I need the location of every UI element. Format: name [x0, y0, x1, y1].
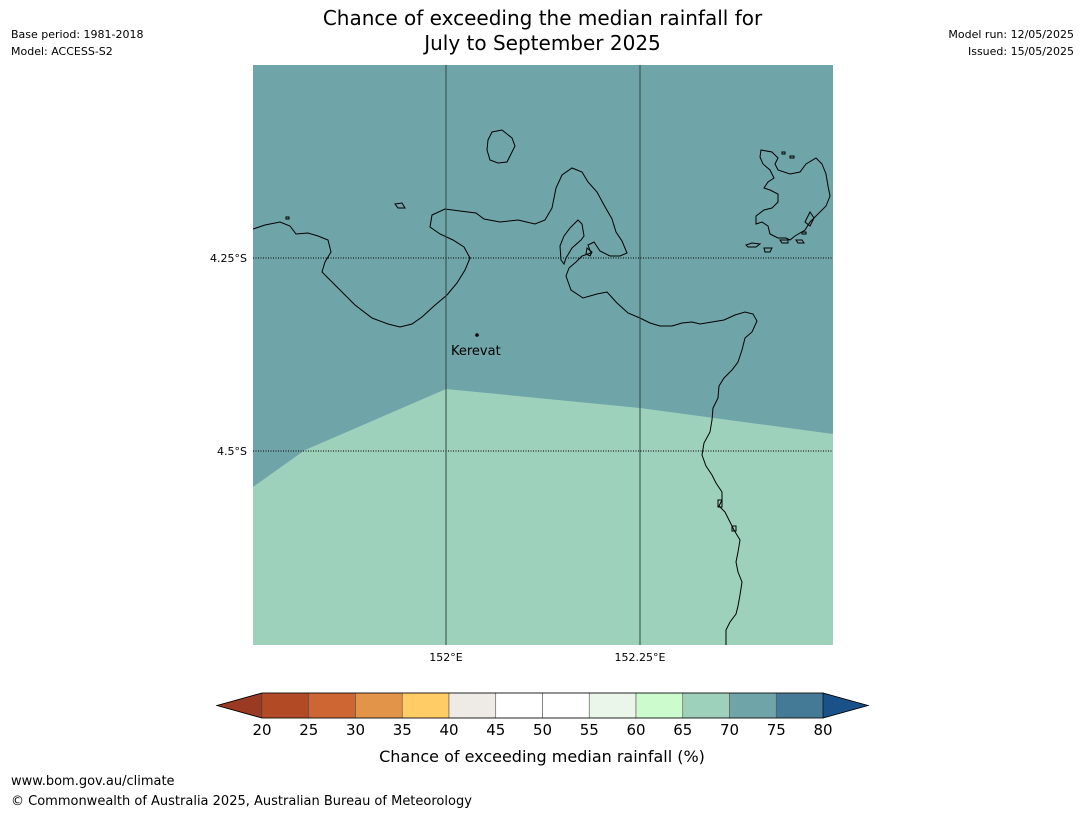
colorbar-tick-label: 80: [813, 721, 832, 739]
colorbar-segment: [308, 692, 356, 719]
title-line-1: Chance of exceeding the median rainfall …: [322, 6, 763, 30]
colorbar-tick-label: 75: [767, 721, 786, 739]
colorbar-outline: [215, 692, 870, 719]
colorbar-segment: [588, 692, 637, 719]
colorbar-tick-label: 30: [346, 721, 365, 739]
colorbar-title: Chance of exceeding median rainfall (%): [379, 747, 705, 766]
colorbar-segment: [775, 692, 824, 719]
title-line-2: July to September 2025: [424, 31, 661, 55]
colorbar-tick-label: 20: [252, 721, 271, 739]
colorbar-tick-label: 55: [580, 721, 599, 739]
lat-label-4-25: 4.25°S: [210, 252, 247, 265]
lon-label-152-25: 152.25°E: [615, 651, 666, 664]
colorbar-tick-label: 40: [439, 721, 458, 739]
coastline: [253, 129, 831, 645]
colorbar-segment: [355, 692, 403, 719]
colorbar-segment: [401, 692, 450, 719]
colorbar: 20 25 30 35 40 45 50 55 60 65 70 75 80 Chance of exc…: [215, 692, 870, 766]
graticule: [253, 65, 833, 645]
place-label: Kerevat: [451, 344, 501, 359]
colorbar-segment: [495, 692, 543, 719]
model-text: Model: ACCESS-S2: [11, 45, 113, 58]
colorbar-segment: [682, 692, 730, 719]
colorbar-segment: [261, 692, 310, 719]
colorbar-tick-label: 60: [626, 721, 645, 739]
colorbar-segment: [729, 692, 777, 719]
colorbar-tick-label: 35: [393, 721, 412, 739]
issued-text: Issued: 15/05/2025: [967, 45, 1074, 58]
colorbar-tick-label: 70: [720, 721, 739, 739]
colorbar-segment: [448, 692, 497, 719]
colorbar-tick-label: 45: [486, 721, 505, 739]
footer-url: www.bom.gov.au/climate: [11, 774, 175, 789]
colorbar-tick-label: 65: [673, 721, 692, 739]
colorbar-tick-label: 50: [533, 721, 552, 739]
colorbar-extend-low: [215, 692, 263, 719]
lat-label-4-5: 4.5°S: [217, 445, 247, 458]
footer-copyright: © Commonwealth of Australia 2025, Austra…: [11, 794, 472, 809]
map-area: Kerevat: [253, 65, 833, 645]
lon-label-152: 152°E: [429, 651, 462, 664]
probability-region-lower: [253, 389, 833, 645]
place-marker: [475, 333, 479, 337]
colorbar-segment: [635, 692, 684, 719]
meta-left: Base period: 1981-2018 Model: ACCESS-S2: [11, 26, 143, 60]
colorbar-segment: [542, 692, 590, 719]
base-period-text: Base period: 1981-2018: [11, 28, 144, 41]
page-title: Chance of exceeding the median rainfall …: [0, 6, 1085, 56]
colorbar-tick-label: 25: [299, 721, 318, 739]
colorbar-extend-high: [822, 692, 870, 719]
model-run-text: Model run: 12/05/2025: [948, 28, 1074, 41]
meta-right: Model run: 12/05/2025 Issued: 15/05/2025: [948, 26, 1074, 60]
